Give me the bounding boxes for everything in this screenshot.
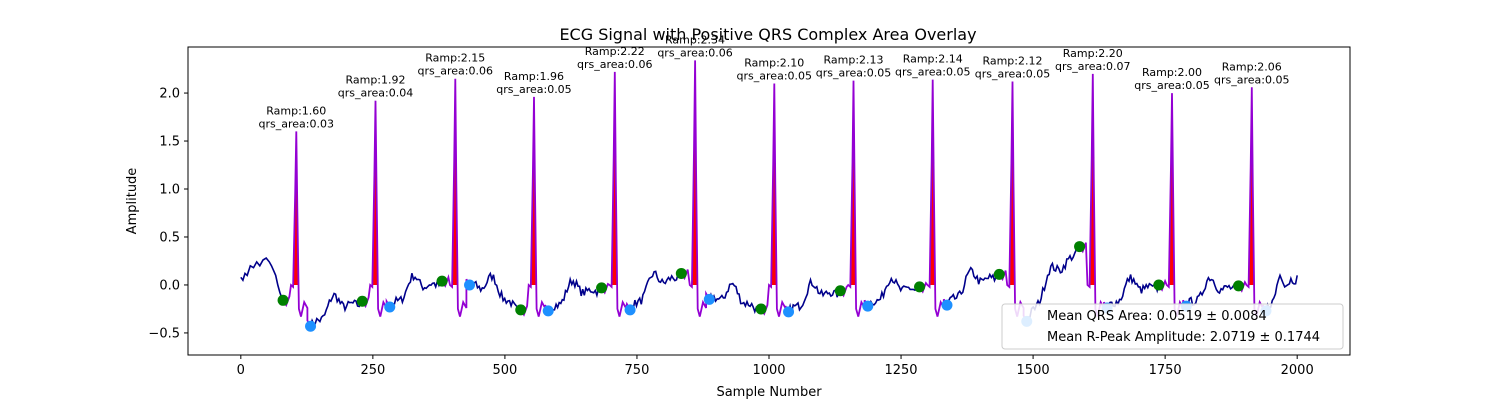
r-peak-amplitude-label: Ramp:2.00 bbox=[1142, 66, 1202, 79]
qrs-offset-marker bbox=[624, 304, 636, 316]
r-peak-amplitude-label: Ramp:1.92 bbox=[345, 74, 405, 87]
qrs-area-label: qrs_area:0.06 bbox=[657, 46, 732, 59]
x-axis-ticks: 0 250 500 750 1000 1250 1500 1750 2000 bbox=[237, 355, 1314, 378]
r-peak-amplitude-label: Ramp:1.60 bbox=[266, 104, 326, 117]
qrs-onset-marker bbox=[436, 275, 448, 287]
qrs-area-label: qrs_area:0.06 bbox=[418, 65, 493, 78]
qrs-onset-marker bbox=[1153, 279, 1165, 291]
qrs-offset-marker bbox=[783, 306, 795, 318]
qrs-segment-line bbox=[760, 83, 790, 317]
qrs-offset-marker bbox=[862, 300, 874, 312]
ecg-signal-line bbox=[1185, 275, 1240, 309]
ecg-signal-line bbox=[629, 270, 682, 313]
qrs-area-label: qrs_area:0.05 bbox=[975, 68, 1050, 81]
ecg-signal-line bbox=[1106, 274, 1160, 309]
legend-entry-qrs-area: Mean QRS Area: 0.0519 ± 0.0084 bbox=[1047, 309, 1267, 324]
y-tick-label: 0.0 bbox=[159, 278, 180, 293]
ecg-signal-line bbox=[469, 271, 522, 311]
r-peak-amplitude-label: Ramp:2.14 bbox=[903, 53, 963, 66]
ecg-signal-line bbox=[787, 276, 841, 313]
r-peak-amplitude-label: Ramp:2.12 bbox=[982, 55, 1042, 68]
y-tick-label: 1.0 bbox=[159, 183, 180, 198]
qrs-onset-marker bbox=[675, 267, 687, 279]
r-peak-amplitude-label: Ramp:1.96 bbox=[504, 70, 564, 83]
qrs-onset-marker bbox=[755, 303, 767, 315]
legend: Mean QRS Area: 0.0519 ± 0.0084 Mean R-Pe… bbox=[1001, 303, 1344, 350]
qrs-onset-marker bbox=[914, 281, 926, 293]
qrs-area-label: qrs_area:0.05 bbox=[1134, 79, 1209, 92]
y-tick-label: −0.5 bbox=[148, 326, 180, 341]
qrs-area-label: qrs_area:0.04 bbox=[338, 87, 413, 100]
y-tick-label: 2.0 bbox=[159, 87, 180, 102]
ecg-signal-line bbox=[708, 282, 762, 315]
qrs-onset-marker bbox=[515, 304, 527, 316]
qrs-onset-marker bbox=[596, 282, 608, 294]
qrs-offset-marker bbox=[384, 301, 396, 313]
qrs-offset-marker bbox=[542, 305, 554, 317]
ecg-signal-line bbox=[946, 266, 1001, 306]
r-peak-amplitude-label: Ramp:2.10 bbox=[744, 56, 804, 69]
x-tick-label: 1250 bbox=[884, 363, 917, 378]
qrs-area-label: qrs_area:0.05 bbox=[816, 67, 891, 80]
chart-title: ECG Signal with Positive QRS Complex Are… bbox=[559, 25, 976, 44]
plot-area bbox=[240, 60, 1298, 332]
legend-box bbox=[1001, 303, 1344, 350]
qrs-area-label: qrs_area:0.05 bbox=[895, 66, 970, 79]
ecg-signal-line bbox=[547, 276, 603, 315]
ecg-signal-line bbox=[867, 276, 920, 308]
ecg-signal-line bbox=[240, 257, 284, 301]
r-peak-amplitude-label: Ramp:2.06 bbox=[1222, 60, 1282, 73]
x-tick-label: 2000 bbox=[1281, 363, 1314, 378]
x-tick-label: 1500 bbox=[1017, 363, 1050, 378]
qrs-segment-line bbox=[441, 78, 471, 317]
x-tick-label: 250 bbox=[360, 363, 385, 378]
qrs-offset-marker bbox=[941, 299, 953, 311]
qrs-segment-line bbox=[282, 131, 312, 327]
qrs-onset-marker bbox=[277, 294, 289, 306]
qrs-area-label: qrs_area:0.06 bbox=[577, 58, 652, 71]
r-peak-amplitude-label: Ramp:2.15 bbox=[425, 52, 485, 65]
r-peak-amplitude-label: Ramp:2.13 bbox=[823, 54, 883, 67]
x-tick-label: 750 bbox=[625, 363, 650, 378]
r-peak-amplitude-label: Ramp:2.20 bbox=[1063, 47, 1123, 60]
ecg-signal-line bbox=[389, 273, 443, 308]
qrs-area-label: qrs_area:0.03 bbox=[259, 117, 334, 130]
y-axis-ticks: −0.5 0.0 0.5 1.0 1.5 2.0 bbox=[148, 87, 188, 341]
qrs-segment-line bbox=[998, 81, 1028, 322]
legend-entry-r-peak-amplitude: Mean R-Peak Amplitude: 2.0719 ± 0.1744 bbox=[1047, 330, 1320, 345]
x-tick-label: 1750 bbox=[1149, 363, 1182, 378]
qrs-segment-line bbox=[600, 71, 631, 317]
qrs-offset-marker bbox=[305, 320, 317, 332]
qrs-area-label: qrs_area:0.07 bbox=[1055, 60, 1130, 73]
y-tick-label: 0.5 bbox=[159, 230, 180, 245]
x-tick-label: 0 bbox=[237, 363, 245, 378]
qrs-onset-marker bbox=[1074, 241, 1086, 253]
y-axis-label: Amplitude bbox=[125, 168, 140, 235]
qrs-onset-marker bbox=[993, 268, 1005, 280]
x-tick-label: 500 bbox=[492, 363, 517, 378]
r-peak-amplitude-label: Ramp:2.22 bbox=[585, 45, 645, 58]
qrs-area-label: qrs_area:0.05 bbox=[496, 83, 571, 96]
ecg-signal-line bbox=[309, 292, 363, 327]
qrs-offset-marker bbox=[464, 279, 476, 291]
x-tick-label: 1000 bbox=[752, 363, 785, 378]
qrs-onset-marker bbox=[1233, 280, 1245, 292]
qrs-offset-marker bbox=[703, 293, 715, 305]
y-tick-label: 1.5 bbox=[159, 135, 180, 150]
x-axis-label: Sample Number bbox=[716, 385, 822, 400]
qrs-segment-line bbox=[680, 60, 711, 317]
r-peak-annotations: Ramp:1.60qrs_area:0.03Ramp:1.92qrs_area:… bbox=[259, 33, 1290, 130]
r-peak-amplitude-label: Ramp:2.34 bbox=[665, 33, 725, 46]
qrs-area-label: qrs_area:0.05 bbox=[737, 69, 812, 82]
qrs-onset-marker bbox=[356, 295, 368, 307]
qrs-onset-marker bbox=[834, 285, 846, 297]
qrs-area-label: qrs_area:0.05 bbox=[1214, 73, 1289, 86]
